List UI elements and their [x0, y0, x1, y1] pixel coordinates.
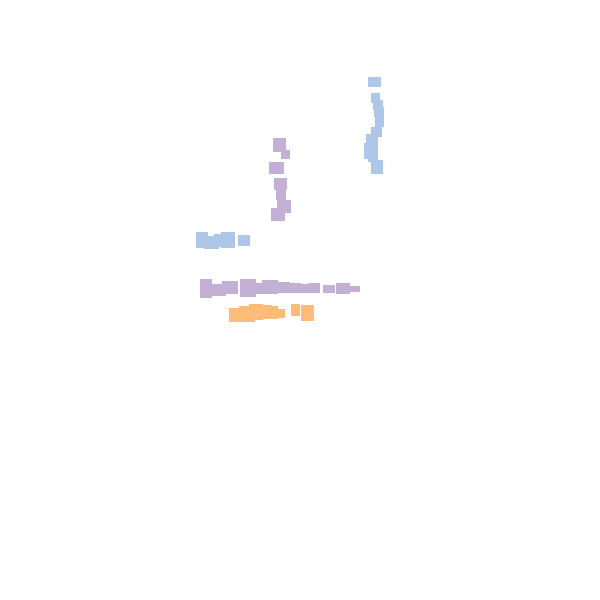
stroke-segment: [375, 115, 384, 127]
stroke-segment: [269, 162, 284, 174]
stroke-segment: [371, 160, 383, 174]
stroke-segment: [371, 93, 380, 103]
stroke-segment: [348, 286, 360, 292]
stroke-segment: [274, 178, 287, 190]
stroke-segment: [323, 285, 335, 293]
stroke-segment: [287, 283, 301, 293]
blue-horizontal-trace: [196, 232, 250, 249]
stroke-segment: [276, 309, 285, 318]
orange-horizontal-trace: [229, 304, 314, 322]
stroke-segment: [273, 138, 286, 152]
stroke-segment: [238, 235, 250, 246]
stroke-segment: [373, 100, 383, 110]
stroke-segment: [266, 306, 278, 319]
stroke-segment: [271, 208, 285, 221]
purple-vertical-trace: [269, 138, 291, 221]
stroke-segment: [308, 283, 320, 293]
stroke-segment: [291, 304, 300, 316]
stroke-segment: [336, 283, 350, 294]
stroke-segment: [240, 279, 256, 297]
stroke-segment: [221, 232, 235, 248]
stroke-segment: [371, 127, 382, 137]
stroke-segment: [281, 150, 290, 159]
stroke-segment: [254, 283, 266, 294]
stroke-segment: [301, 305, 314, 321]
stroke-segment: [374, 107, 384, 117]
purple-horizontal-trace: [200, 279, 360, 298]
stroke-segment: [298, 284, 310, 293]
stroke-segment: [262, 280, 278, 294]
stroke-segment: [222, 281, 238, 294]
stroke-segment: [368, 152, 378, 162]
stroke-segment: [276, 189, 286, 200]
stroke-segment: [276, 282, 290, 293]
stroke-segment: [368, 77, 381, 87]
stroke-segment: [200, 279, 212, 298]
blue-vertical-trace: [364, 77, 384, 174]
